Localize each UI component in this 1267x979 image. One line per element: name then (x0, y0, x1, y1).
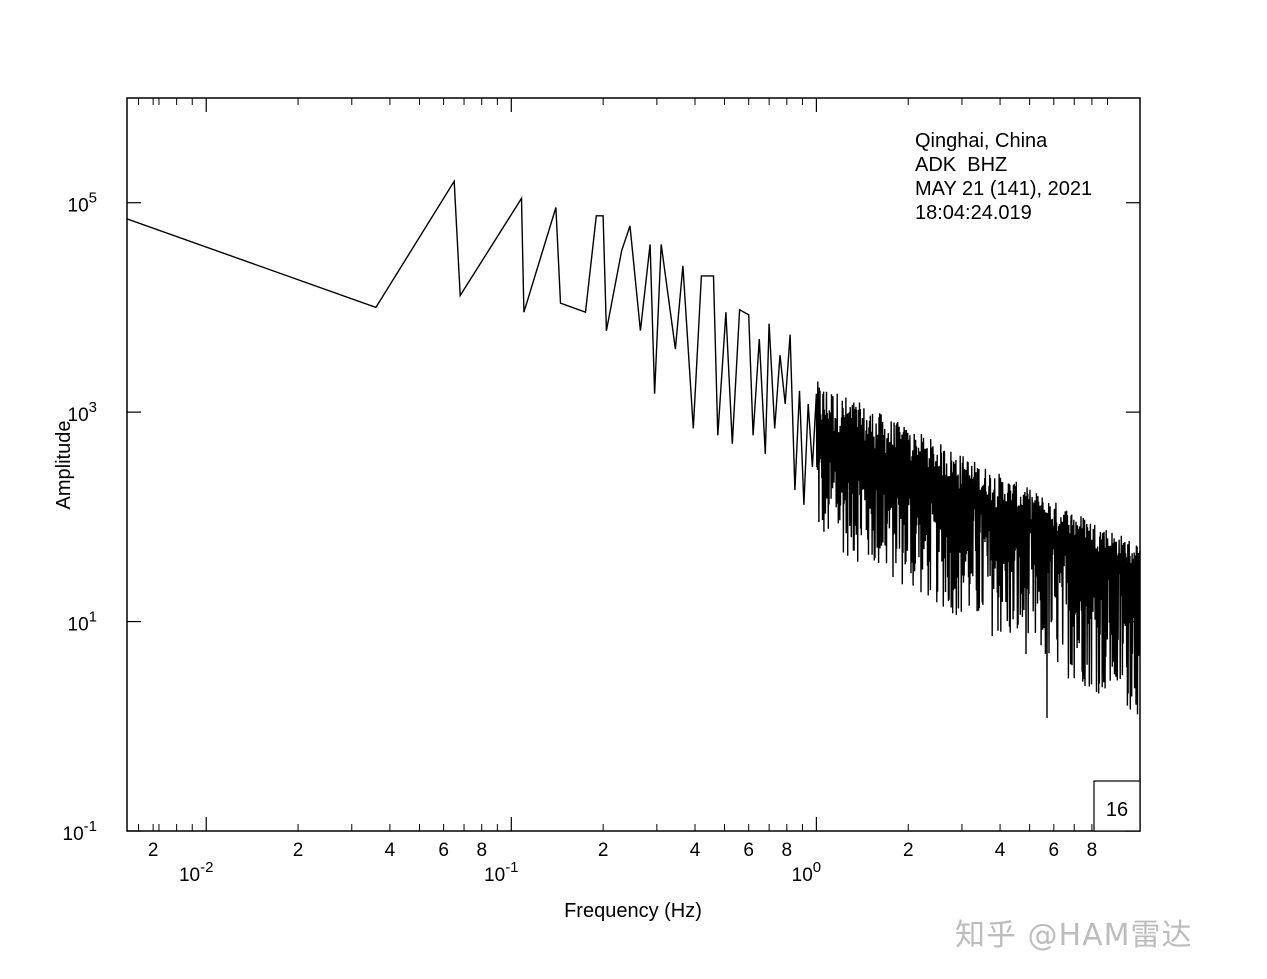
y-major-tick-label: 101 (68, 609, 97, 636)
x-minor-tick-label: 6 (743, 840, 754, 861)
x-minor-tick-label: 6 (1049, 840, 1060, 861)
x-axis-title: Frequency (Hz) (564, 900, 702, 922)
annotation-time: 18:04:24.019 (915, 202, 1032, 224)
x-minor-tick-label: 4 (690, 840, 701, 861)
y-axis-title: Amplitude (53, 421, 75, 510)
x-minor-tick-label: 2 (903, 840, 914, 861)
x-minor-tick-label: 4 (995, 840, 1006, 861)
x-minor-tick-label: 4 (385, 840, 396, 861)
x-minor-tick-label: 6 (438, 840, 449, 861)
data-layer (126, 179, 1141, 719)
y-major-tick-label: 105 (68, 190, 97, 217)
panel-label-box (1093, 780, 1141, 832)
spectrum-line (126, 179, 1141, 719)
x-major-tick-label: 100 (792, 859, 821, 886)
x-minor-tick-label: 8 (476, 840, 487, 861)
x-major-tick-label: 10-1 (484, 859, 518, 886)
x-minor-tick-label: 2 (598, 840, 609, 861)
plot-frame (126, 97, 1141, 832)
annotation-date: MAY 21 (141), 2021 (915, 178, 1092, 200)
annotation-station: ADK BHZ (915, 154, 1007, 176)
panel-label: 16 (1106, 799, 1128, 821)
y-major-tick-label: 10-1 (63, 818, 97, 845)
x-minor-tick-label: 2 (148, 840, 159, 861)
x-minor-tick-label: 8 (782, 840, 793, 861)
watermark: 知乎 @HAM雷达 (955, 918, 1193, 953)
x-major-tick-label: 10-2 (179, 859, 213, 886)
annotation-location: Qinghai, China (915, 130, 1048, 152)
x-minor-tick-label: 2 (293, 840, 304, 861)
x-minor-tick-label: 8 (1087, 840, 1098, 861)
